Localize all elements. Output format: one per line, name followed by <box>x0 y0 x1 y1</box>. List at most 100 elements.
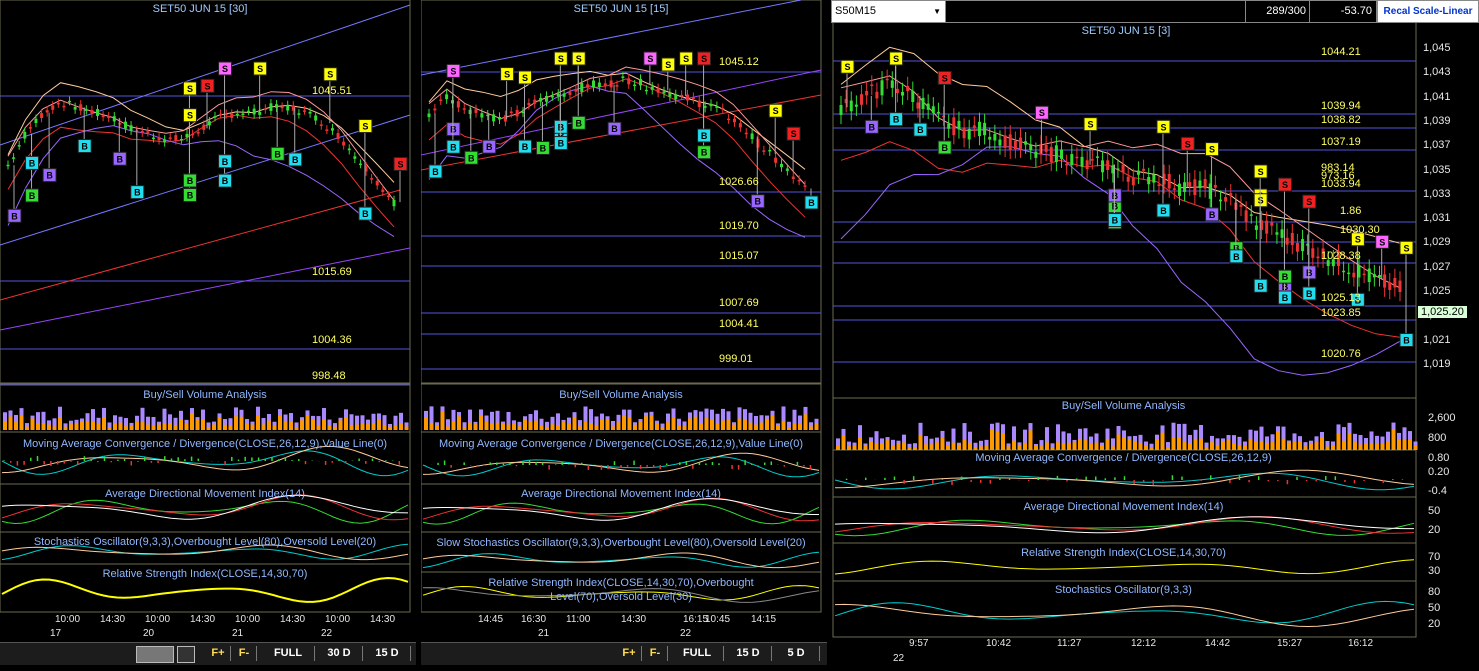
range-15d-button[interactable]: 15 D <box>725 646 772 661</box>
candle <box>1070 154 1074 166</box>
volume-bar-buy <box>1303 446 1308 450</box>
candle <box>1049 146 1053 162</box>
volume-bar-buy <box>512 424 516 430</box>
price-axis-label: 1,041 <box>1423 90 1451 103</box>
volume-bar-buy <box>863 445 868 450</box>
sell-signal-text: S <box>665 60 671 70</box>
volume-bar-buy <box>1243 445 1247 450</box>
level-label: 1025.13 <box>1321 292 1361 304</box>
volume-bar-buy <box>1270 442 1275 450</box>
candle <box>1362 273 1366 276</box>
buy-signal-text: B <box>755 197 762 207</box>
indicator-axis-label: 80 <box>1428 586 1441 598</box>
zoom-out-button[interactable]: F- <box>232 646 257 661</box>
level-label: 1.86 <box>1340 205 1362 217</box>
volume-bar-buy <box>256 415 260 430</box>
indicator-axis-label: 70 <box>1428 551 1441 563</box>
volume-bar <box>446 419 450 430</box>
zoom-out-button[interactable]: F- <box>643 646 668 661</box>
volume-bar-buy <box>195 420 200 430</box>
volume-bar-buy <box>984 445 989 450</box>
buy-signal-marker <box>464 150 479 165</box>
full-button[interactable]: FULL <box>262 646 315 661</box>
range-15d-button[interactable]: 15 D <box>364 646 411 661</box>
zoom-in-button[interactable]: F+ <box>617 646 642 661</box>
price-axis-label: 1,025 <box>1423 285 1451 297</box>
candle <box>1260 220 1264 230</box>
candle <box>381 189 385 192</box>
candle <box>308 111 312 114</box>
sell-signal-marker <box>323 67 338 82</box>
candle <box>375 180 379 186</box>
symbol-select[interactable]: S50M15 ▼ <box>831 0 946 23</box>
candle <box>697 100 701 107</box>
indicator-line <box>1 494 409 521</box>
sell-signal-text: S <box>701 54 707 64</box>
recal-scale-button[interactable]: Recal Scale-Linear <box>1377 0 1479 23</box>
volume-bar-buy <box>468 422 472 430</box>
buy-signal-text: B <box>1282 272 1289 282</box>
buy-signal-marker <box>218 154 233 169</box>
volume-bar-buy <box>179 419 183 430</box>
candle <box>1254 225 1258 230</box>
scroll-left-icon[interactable] <box>177 646 195 663</box>
candle <box>207 121 211 126</box>
volume-bar-buy <box>118 422 123 430</box>
buy-signal-text: B <box>29 158 36 168</box>
time-tick-label: 14:42 <box>1205 638 1231 649</box>
volume-bar-buy <box>135 421 139 430</box>
full-button[interactable]: FULL <box>671 646 724 661</box>
range-5d-button[interactable]: 5 D <box>773 646 820 661</box>
candle <box>1388 282 1392 291</box>
date-label: 22 <box>680 628 692 639</box>
buy-signal-marker <box>518 139 533 154</box>
volume-bar-buy <box>206 426 211 430</box>
adx-label: Average Directional Movement Index(14) <box>1023 501 1224 513</box>
volume-bar-buy <box>272 425 277 430</box>
sell-signal-marker <box>937 70 952 85</box>
volume-bar-buy <box>770 415 775 430</box>
volume-bar-buy <box>212 424 216 430</box>
volume-bar-buy <box>355 424 359 430</box>
chart-panel-3[interactable]: BBBBBBBBBBBBBBBBBBBBBBSSSSSSSSSSSSSSSSSS… <box>831 0 1479 671</box>
range-30d-button[interactable]: 30 D <box>316 646 363 661</box>
buy-signal-text: B <box>134 188 141 198</box>
candle <box>96 109 100 116</box>
sell-signal-marker <box>768 103 783 118</box>
candle <box>568 92 572 95</box>
volume-bar-buy <box>814 423 819 430</box>
sell-signal-text: S <box>1355 235 1361 245</box>
candle <box>1183 182 1187 192</box>
sell-signal-text: S <box>1403 243 1409 253</box>
candle <box>1198 180 1202 189</box>
volume-bar-buy <box>311 419 315 430</box>
scroll-thumb[interactable] <box>136 646 174 663</box>
volume-bar <box>360 415 365 430</box>
volume-bar-buy <box>1386 441 1390 450</box>
zoom-in-button[interactable]: F+ <box>206 646 231 661</box>
volume-bar-buy <box>528 421 533 430</box>
volume-bar-buy <box>1149 448 1154 450</box>
volume-bar <box>611 420 615 430</box>
volume-bar-buy <box>429 422 434 430</box>
candle <box>235 113 239 116</box>
volume-bar-buy <box>792 423 797 430</box>
indicator-line <box>834 519 1415 537</box>
candle <box>1270 222 1274 226</box>
volume-bar <box>951 428 956 450</box>
volume-bar <box>946 441 950 450</box>
candle <box>906 85 910 91</box>
candle <box>721 108 725 110</box>
sell-signal-text: S <box>647 54 653 64</box>
indicator-axis-label: 0.20 <box>1428 466 1450 478</box>
buy-signal-marker <box>1399 333 1414 348</box>
candle <box>656 88 660 93</box>
sell-signal-marker <box>1180 136 1195 151</box>
buy-signal-marker <box>913 122 928 137</box>
price-chart-3[interactable]: BBBBBBBBBBBBBBBBBBBBBBSSSSSSSSSSSSSSSSSS <box>831 0 1479 671</box>
candle <box>280 106 284 109</box>
